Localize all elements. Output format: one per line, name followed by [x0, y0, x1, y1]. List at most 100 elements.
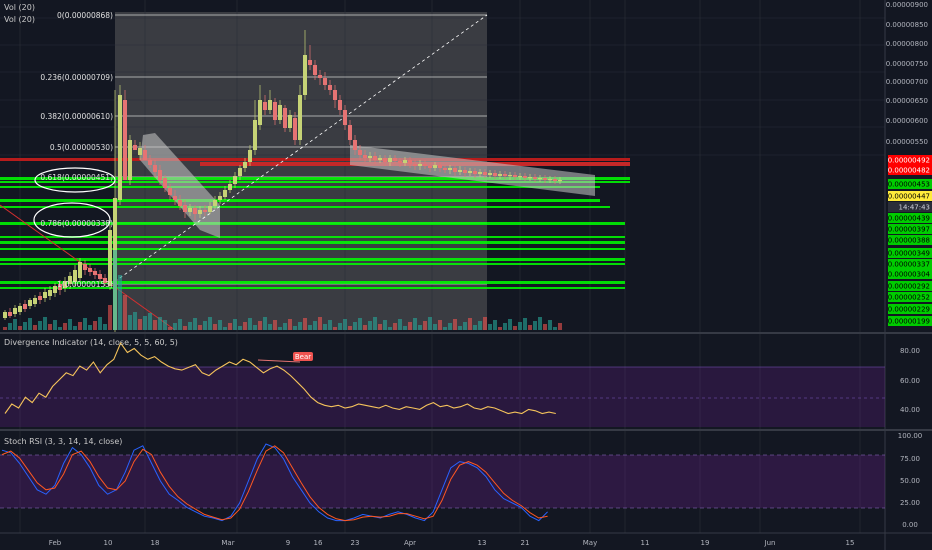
candle: [528, 177, 532, 179]
time-axis-tick: 21: [521, 539, 530, 547]
volume-bar: [288, 319, 292, 330]
volume-bar: [313, 321, 317, 330]
candle: [278, 105, 282, 120]
stoch-rsi-label: Stoch RSI (3, 3, 14, 14, close): [4, 437, 123, 446]
volume-bar: [348, 326, 352, 330]
volume-bar: [303, 318, 307, 330]
candle: [393, 158, 397, 161]
annotation-circle: [34, 167, 116, 193]
price-tag-text: 0.00000388: [888, 237, 930, 245]
volume-bar: [393, 323, 397, 330]
volume-bar: [33, 325, 37, 330]
candle: [408, 160, 412, 164]
annotation-circle: [33, 202, 111, 238]
volume-bar: [408, 322, 412, 330]
volume-label: Vol (20): [4, 15, 35, 24]
volume-bar: [538, 317, 542, 330]
candle: [373, 156, 377, 160]
price-axis-tick: 0.00000650: [886, 97, 928, 105]
volume-bar: [163, 320, 167, 330]
volume-bar: [488, 324, 492, 330]
volume-bar: [13, 319, 17, 330]
osc-axis-tick: 40.00: [900, 406, 920, 414]
volume-bar: [438, 320, 442, 330]
volume-bar: [553, 327, 557, 330]
volume-bar: [28, 318, 32, 330]
volume-bar: [528, 325, 532, 330]
volume-bar: [363, 325, 367, 330]
candle: [483, 172, 487, 175]
candle: [518, 176, 522, 178]
price-tag-text: 0.00000453: [888, 181, 930, 189]
volume-bar: [403, 326, 407, 330]
candle: [523, 176, 527, 178]
candlesticks: [3, 30, 562, 332]
candle: [38, 296, 42, 300]
green-support-lines: [0, 177, 630, 289]
volume-bar: [368, 321, 372, 330]
candle: [208, 206, 212, 212]
volume-bar: [223, 327, 227, 330]
candle: [443, 168, 447, 170]
volume-bar: [88, 325, 92, 330]
candle: [403, 160, 407, 163]
volume-bar: [193, 318, 197, 330]
candle: [198, 210, 202, 214]
candle: [98, 274, 102, 279]
candle: [363, 155, 367, 158]
volume-bar: [263, 317, 267, 330]
grid: [0, 0, 885, 533]
price-axis-tick: 0.00000550: [886, 138, 928, 146]
candle: [153, 165, 157, 172]
volume-bar: [333, 327, 337, 330]
candle: [68, 276, 72, 284]
volume-bar: [78, 322, 82, 330]
volume-bar: [558, 323, 562, 330]
price-tag: [888, 248, 932, 258]
candle: [78, 262, 82, 278]
stoch-axis-tick: 0.00: [902, 521, 918, 529]
candle: [23, 304, 27, 309]
stoch-d-line: [1, 445, 548, 522]
bear-tag: [293, 352, 313, 361]
volume-bar: [253, 325, 257, 330]
price-tag: [888, 179, 932, 189]
price-axis-tick: 0.00000800: [886, 40, 928, 48]
candle: [13, 308, 17, 314]
osc-axis-tick: 60.00: [900, 377, 920, 385]
candle: [543, 178, 547, 180]
candle: [468, 171, 472, 173]
time-axis-tick: 15: [846, 539, 855, 547]
volume-bar: [518, 322, 522, 330]
volume-bar: [543, 324, 547, 330]
volume-bar: [173, 323, 177, 330]
candle: [368, 156, 372, 158]
candle: [548, 179, 552, 181]
volume-bar: [128, 315, 132, 330]
stoch-rsi-pane[interactable]: [1, 443, 548, 522]
stoch-axis: 100.00 75.00 50.00 25.00 0.00: [898, 432, 923, 529]
volume-bar: [463, 322, 467, 330]
candle: [143, 150, 147, 160]
volume-bars: [3, 250, 562, 330]
descending-channel-shape: [350, 145, 595, 196]
volume-bar: [238, 326, 242, 330]
candle: [48, 290, 52, 296]
candle: [508, 175, 512, 177]
volume-bar: [318, 317, 322, 330]
candle: [223, 190, 227, 197]
price-tag-text: 0.00000199: [888, 318, 930, 326]
volume-bar: [308, 325, 312, 330]
candle: [538, 178, 542, 180]
candle: [343, 110, 347, 125]
candle: [273, 102, 277, 120]
divergence-indicator-pane[interactable]: [4, 341, 556, 415]
volume-bar: [398, 319, 402, 330]
volume-bar: [453, 319, 457, 330]
volume-bar: [468, 318, 472, 330]
fib-level-label: 0.786(0.00000338): [40, 219, 113, 228]
volume-bar: [443, 327, 447, 330]
bear-divergence-line: [257, 359, 301, 363]
candle: [248, 150, 252, 162]
